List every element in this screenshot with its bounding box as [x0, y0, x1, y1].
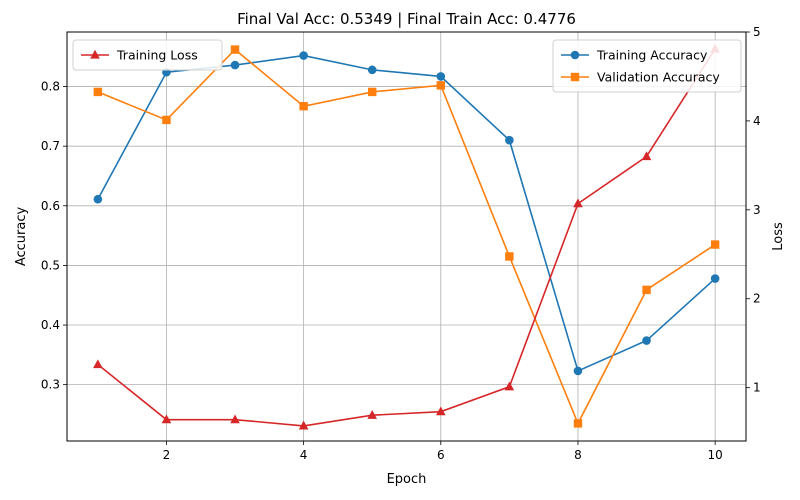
x-tick-label: 6 — [437, 448, 445, 462]
legend-accuracy: Training Accuracy Validation Accuracy — [552, 39, 742, 93]
axis-ticks: 2 4 6 8 10 0.3 0.4 0.5 0.6 0.7 0.8 1 2 3 4 5 — [41, 25, 761, 462]
validation-accuracy-line — [97, 48, 716, 426]
x-axis-label: Epoch — [387, 472, 427, 487]
training-loss-point — [298, 420, 309, 430]
left-y-axis-label: Accuracy — [14, 207, 29, 267]
validation-accuracy-series — [93, 45, 720, 428]
validation-accuracy-point — [162, 115, 171, 125]
validation-accuracy-point — [299, 102, 308, 111]
validation-accuracy-point — [368, 87, 377, 97]
validation-accuracy-point — [505, 252, 514, 261]
training-loss-point — [161, 414, 172, 424]
training-loss-point — [230, 414, 240, 424]
training-loss-series — [93, 43, 720, 430]
validation-accuracy-point — [573, 419, 583, 428]
training-accuracy-line — [97, 54, 716, 373]
validation-accuracy-point — [230, 45, 240, 54]
training-loss-point — [93, 359, 103, 369]
left-y-tick-label: 0.8 — [41, 80, 60, 94]
training-loss-point — [573, 198, 583, 208]
training-accuracy-point — [436, 72, 446, 81]
validation-accuracy-point — [710, 240, 720, 249]
training-accuracy-point — [642, 336, 651, 345]
left-y-tick-label: 0.7 — [41, 139, 60, 153]
legend-training-accuracy-label: Training Accuracy — [596, 48, 708, 63]
training-loss-line — [97, 48, 716, 427]
training-loss-point — [641, 151, 652, 161]
right-y-tick-label: 2 — [753, 292, 761, 306]
training-accuracy-point — [573, 366, 583, 376]
training-accuracy-point — [710, 274, 720, 283]
right-y-tick-label: 1 — [753, 381, 761, 395]
legend-training-loss-label: Training Loss — [116, 48, 198, 63]
left-y-tick-label: 0.6 — [41, 199, 60, 213]
training-accuracy-series — [93, 51, 720, 376]
training-loss-point — [435, 406, 446, 416]
right-y-tick-label: 5 — [753, 25, 761, 39]
series-layer — [93, 43, 720, 430]
training-accuracy-point — [299, 51, 308, 60]
x-tick-label: 4 — [300, 448, 308, 462]
grid — [67, 32, 746, 441]
legend-loss: Training Loss — [72, 39, 223, 71]
legend-validation-accuracy-marker — [570, 72, 580, 82]
right-y-tick-label: 3 — [753, 203, 761, 217]
legend-training-loss-marker — [90, 49, 100, 59]
validation-accuracy-point — [642, 285, 651, 295]
validation-accuracy-point — [436, 81, 445, 90]
legend-training-accuracy-marker — [570, 50, 580, 60]
validation-accuracy-point — [93, 87, 103, 97]
right-y-axis-label: Loss — [771, 222, 786, 251]
x-tick-label: 2 — [163, 448, 171, 462]
legend-box — [72, 39, 223, 71]
left-y-tick-label: 0.4 — [41, 318, 60, 332]
legend-box — [552, 39, 742, 93]
legend-validation-accuracy-label: Validation Accuracy — [597, 70, 720, 85]
training-loss-point — [367, 410, 378, 419]
x-tick-label: 8 — [574, 448, 582, 462]
chart-title: Final Val Acc: 0.5349 | Final Train Acc:… — [237, 10, 576, 28]
left-y-tick-label: 0.3 — [41, 378, 60, 392]
plot-frame — [66, 31, 747, 442]
right-y-tick-label: 4 — [753, 114, 761, 128]
training-loss-point — [504, 381, 515, 391]
x-tick-label: 10 — [707, 448, 722, 462]
left-y-tick-label: 0.5 — [41, 258, 60, 272]
training-accuracy-point — [230, 60, 240, 70]
training-accuracy-point — [367, 65, 377, 75]
training-accuracy-point — [505, 135, 514, 145]
training-accuracy-point — [93, 194, 103, 204]
